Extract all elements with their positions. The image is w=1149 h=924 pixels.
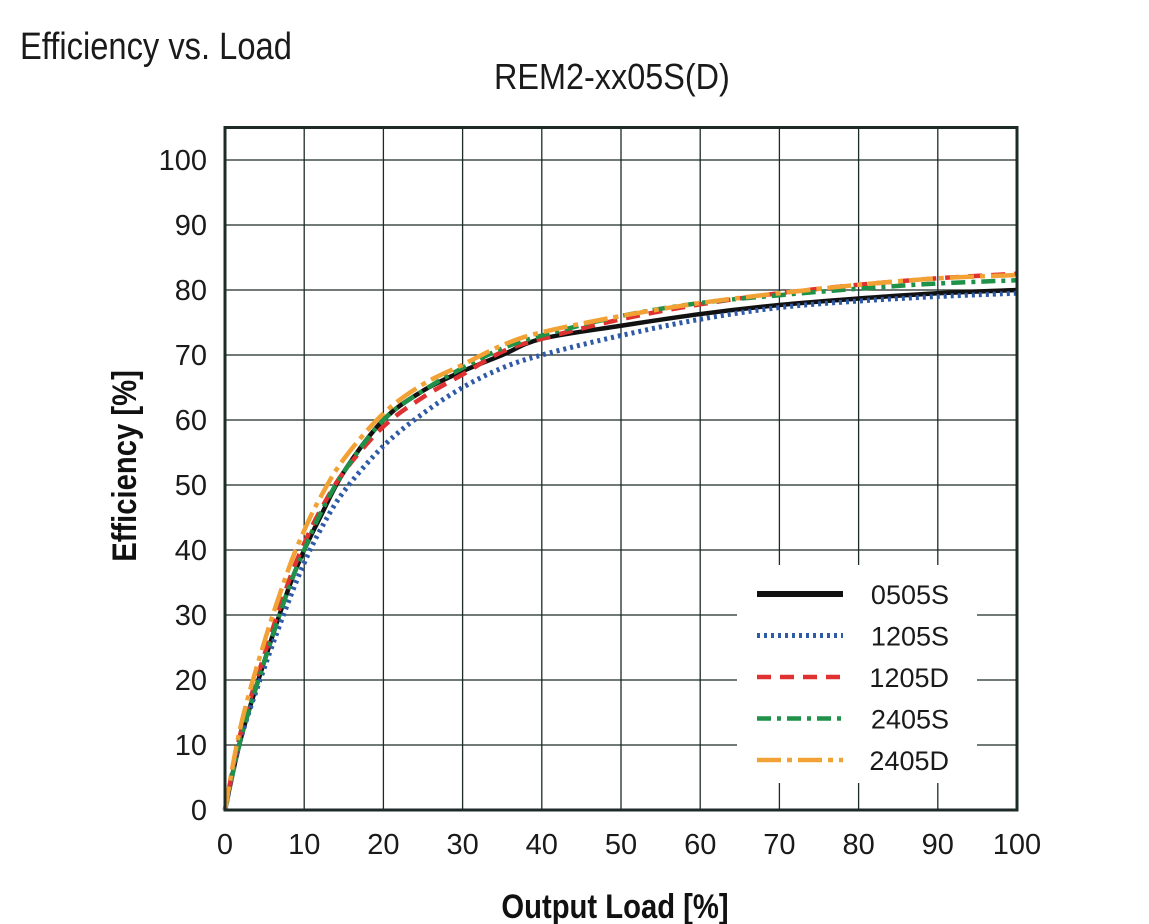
y-tick-label: 30 <box>175 600 207 632</box>
y-tick-label: 80 <box>175 275 207 307</box>
x-tick-label: 20 <box>367 829 399 861</box>
legend-label-2405d: 2405D <box>869 746 949 776</box>
y-tick-labels: 0 10 20 30 40 50 60 70 80 90 100 <box>159 145 207 827</box>
x-tick-label: 0 <box>217 829 233 861</box>
series-line-2405s <box>222 278 1018 811</box>
page-heading: Efficiency vs. Load <box>20 26 292 68</box>
legend-label-0505s: 0505S <box>871 580 949 610</box>
x-tick-label: 70 <box>763 829 795 861</box>
legend-box <box>737 565 977 783</box>
y-tick-label: 10 <box>175 730 207 762</box>
x-axis-title: Output Load [%] <box>501 887 728 924</box>
y-tick-label: 0 <box>191 795 207 827</box>
x-tick-label: 40 <box>526 829 558 861</box>
y-axis-title: Efficiency [%] <box>105 370 144 562</box>
y-tick-label: 20 <box>175 665 207 697</box>
y-tick-label: 100 <box>159 145 207 177</box>
x-tick-label: 80 <box>842 829 874 861</box>
y-tick-label: 70 <box>175 340 207 372</box>
x-tick-label: 90 <box>922 829 954 861</box>
legend-label-1205s: 1205S <box>871 622 949 652</box>
chart-title: REM2-xx05S(D) <box>494 56 730 97</box>
x-tick-label: 100 <box>993 829 1041 861</box>
y-tick-label: 90 <box>175 210 207 242</box>
x-tick-label: 10 <box>288 829 320 861</box>
x-tick-label: 30 <box>446 829 478 861</box>
y-tick-label: 60 <box>175 405 207 437</box>
legend-label-2405s: 2405S <box>871 705 949 735</box>
x-tick-labels: 0 10 20 30 40 50 60 70 80 90 100 <box>217 829 1041 861</box>
y-tick-label: 40 <box>175 535 207 567</box>
series-line-1205s <box>222 290 1018 811</box>
y-tick-label: 50 <box>175 470 207 502</box>
legend-label-1205d: 1205D <box>869 663 949 693</box>
chart-legend: 0505S 1205S 1205D 2405S 2405D <box>737 565 977 783</box>
x-tick-label: 50 <box>605 829 637 861</box>
x-tick-label: 60 <box>684 829 716 861</box>
chart-series <box>222 271 1018 811</box>
plot-frame <box>223 126 1019 812</box>
series-line-2405d <box>222 272 1018 811</box>
